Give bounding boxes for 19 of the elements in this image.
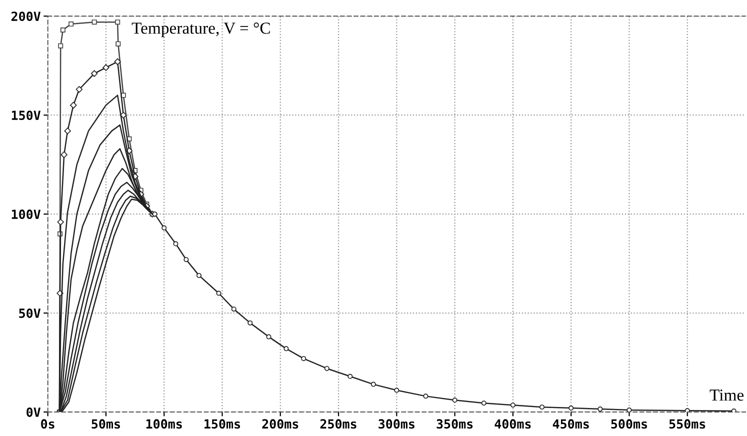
x-tick-label: 400ms [494,419,531,429]
x-tick-label: 100ms [146,419,182,429]
y-tick-label: 100V [12,210,41,220]
y-tick-label: 150V [12,110,41,120]
x-tick-label: 50ms [92,419,120,429]
x-tick-label: 150ms [204,419,240,429]
x-tick-label: 250ms [320,419,356,429]
x-tick-label: 0s [41,419,54,429]
x-tick-label: 500ms [611,419,648,429]
x-tick-label: 200ms [262,419,298,429]
x-axis-title: Time [710,390,744,401]
x-tick-label: 300ms [378,419,414,429]
x-tick-label: 550ms [669,419,706,429]
y-tick-label: 0V [26,407,41,417]
y-tick-label: 200V [11,12,41,22]
chart-title: Temperature, V = °C [132,22,270,38]
y-tick-label: 50V [19,308,41,318]
x-tick-label: 350ms [436,419,473,429]
x-tick-label: 450ms [552,419,589,429]
